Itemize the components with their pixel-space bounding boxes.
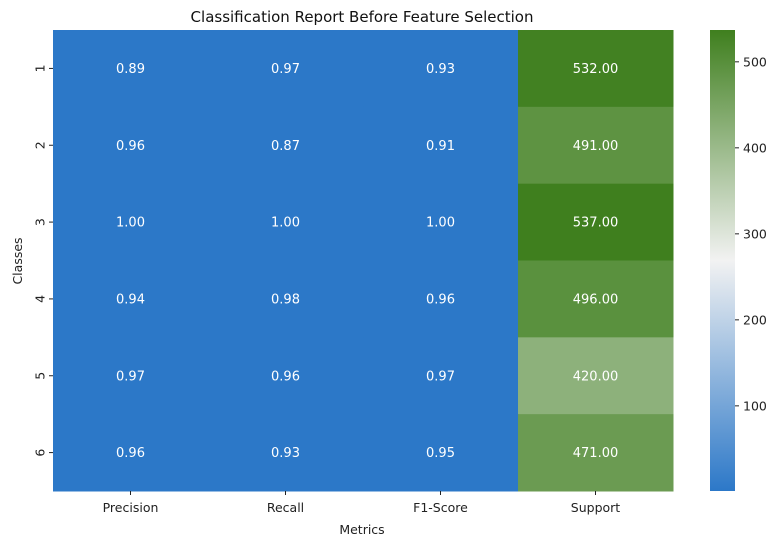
cell-value-label: 420.00: [573, 369, 619, 384]
cell-value-label: 0.96: [426, 292, 455, 307]
heatmap-cell: [208, 106, 364, 185]
y-axis-ticks: 1 2 3 4 5 6: [32, 64, 53, 457]
heatmap-cell: [363, 106, 519, 185]
colorbar-tick-label: 100: [743, 398, 767, 413]
heatmap-cell: [53, 183, 209, 261]
cell-value-label: 0.87: [271, 139, 300, 154]
cell-value-label: 0.93: [271, 446, 300, 461]
heatmap-cell: [53, 337, 209, 415]
colorbar-tick-label: 500: [743, 54, 767, 69]
cell-value-label: 0.91: [426, 139, 455, 154]
cell-value-label: 0.97: [426, 369, 455, 384]
y-tick-label: 2: [32, 141, 47, 149]
y-tick-label: 1: [32, 64, 47, 72]
heatmap-cell: [518, 183, 674, 261]
heatmap-cell: [518, 260, 674, 338]
x-tick-label: F1-Score: [413, 500, 468, 515]
heatmap-cells: [53, 30, 674, 492]
y-tick-label: 5: [32, 372, 47, 380]
chart-title: Classification Report Before Feature Sel…: [191, 8, 534, 26]
heatmap-cell: [53, 260, 209, 338]
heatmap-cell: [363, 337, 519, 415]
cell-value-label: 532.00: [573, 62, 619, 77]
cell-value-label: 1.00: [271, 216, 300, 231]
heatmap-cell: [208, 414, 364, 492]
cell-value-label: 0.96: [116, 139, 145, 154]
heatmap-cell: [363, 414, 519, 492]
colorbar-tick-label: 200: [743, 312, 767, 327]
y-axis-title: Classes: [10, 237, 25, 284]
cell-value-label: 1.00: [116, 216, 145, 231]
heatmap-cell: [518, 414, 674, 492]
heatmap-cell: [518, 106, 674, 185]
x-tick-label: Precision: [103, 500, 159, 515]
heatmap-cell: [53, 30, 209, 108]
cell-value-label: 0.97: [271, 62, 300, 77]
heatmap-cell: [363, 260, 519, 338]
x-tick-label: Support: [571, 500, 621, 515]
colorbar-tick-label: 400: [743, 140, 767, 155]
colorbar-tick-label: 300: [743, 226, 767, 241]
cell-value-label: 0.97: [116, 369, 145, 384]
cell-value-label: 0.96: [271, 369, 300, 384]
y-tick-label: 6: [32, 449, 47, 457]
cell-value-label: 0.95: [426, 446, 455, 461]
x-axis-title: Metrics: [339, 522, 384, 537]
cell-value-label: 537.00: [573, 216, 619, 231]
heatmap-cell: [363, 30, 519, 108]
heatmap-cell: [208, 30, 364, 108]
y-tick-label: 4: [32, 295, 47, 303]
cell-value-label: 0.89: [116, 62, 145, 77]
cell-value-label: 491.00: [573, 139, 619, 154]
heatmap-cell: [363, 183, 519, 261]
y-tick-label: 3: [32, 218, 47, 226]
cell-value-label: 0.94: [116, 292, 145, 307]
cell-value-label: 496.00: [573, 292, 619, 307]
cell-value-label: 471.00: [573, 446, 619, 461]
colorbar: [710, 30, 735, 491]
x-axis-ticks: Precision Recall F1-Score Support: [103, 491, 621, 515]
heatmap-cell: [208, 183, 364, 261]
heatmap-cell-labels: 0.89 0.97 0.93 532.00 0.96 0.87 0.91 491.00 1.00…: [116, 62, 618, 461]
cell-value-label: 0.93: [426, 62, 455, 77]
heatmap-cell: [518, 337, 674, 415]
heatmap-cell: [518, 30, 674, 108]
heatmap-cell: [208, 337, 364, 415]
colorbar-ticks: 100 200 300 400 500: [735, 54, 767, 413]
cell-value-label: 0.98: [271, 292, 300, 307]
x-tick-label: Recall: [267, 500, 304, 515]
cell-value-label: 0.96: [116, 446, 145, 461]
heatmap-cell: [208, 260, 364, 338]
heatmap-cell: [53, 106, 209, 185]
heatmap-cell: [53, 414, 209, 492]
cell-value-label: 1.00: [426, 216, 455, 231]
